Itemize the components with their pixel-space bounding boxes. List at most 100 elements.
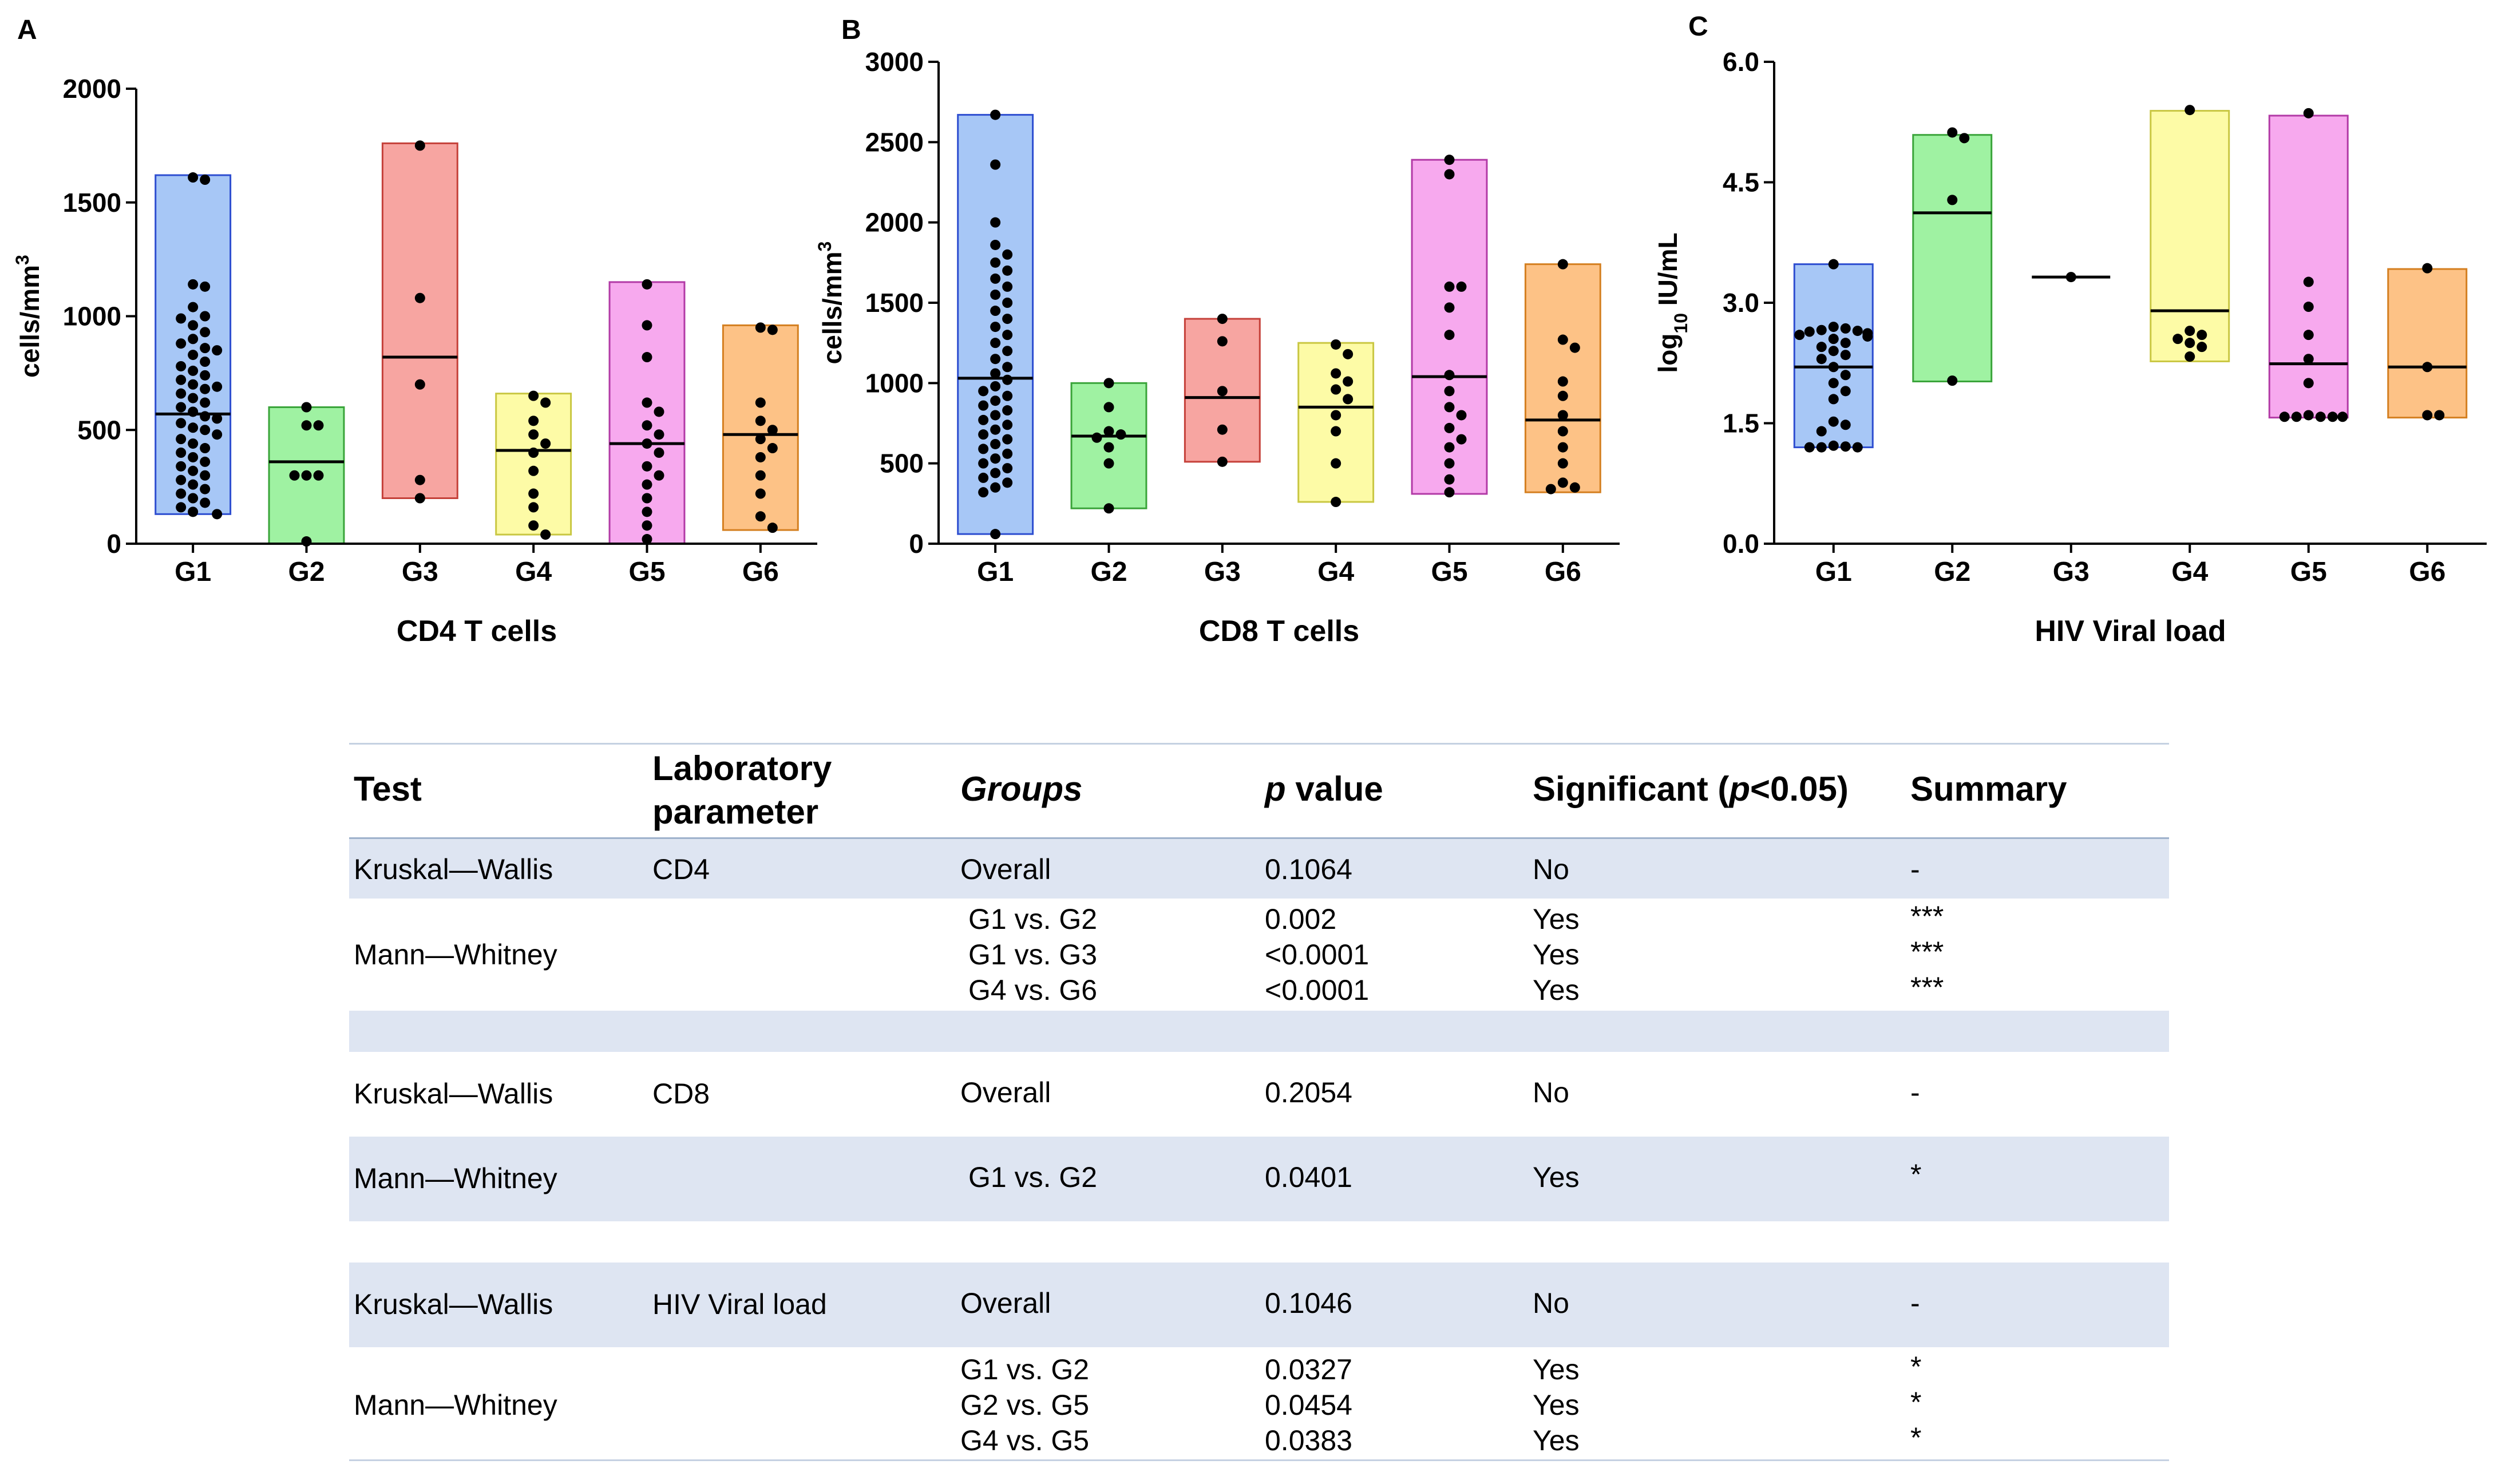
data-point (990, 289, 1001, 300)
data-point (990, 424, 1001, 435)
data-point (2279, 411, 2290, 422)
data-point (1840, 350, 1851, 361)
data-point (654, 429, 664, 440)
data-point (301, 470, 312, 481)
data-point (1002, 434, 1013, 445)
data-point (642, 397, 652, 408)
data-point (188, 334, 199, 345)
y-tick-label: 1.5 (1723, 409, 1759, 438)
data-point (188, 479, 199, 490)
row-p: 0.0401 (1265, 1161, 1352, 1193)
data-point (176, 361, 187, 371)
y-tick-label: 500 (880, 449, 924, 478)
data-point (767, 324, 778, 335)
data-point (767, 425, 778, 436)
row-p: <0.0001 (1265, 939, 1370, 971)
data-point (642, 420, 652, 431)
x-axis-title: CD8 T cells (1199, 615, 1359, 648)
data-point (176, 313, 187, 324)
range-bar-g3 (381, 142, 458, 499)
data-point (176, 434, 187, 445)
data-point (1217, 336, 1228, 347)
y-axis-title-sup: 3 (12, 255, 33, 265)
data-point (1557, 376, 1568, 387)
data-point (1804, 326, 1815, 337)
table-row: Mann—Whitney G1 vs. G2 0.0401 Yes * (349, 1137, 2169, 1221)
data-point (188, 379, 199, 390)
range-bar-g4 (2150, 110, 2230, 362)
y-tick-label: 1000 (63, 302, 121, 331)
data-point (990, 395, 1001, 406)
data-point (767, 523, 778, 533)
data-point (1840, 338, 1851, 349)
data-point (1103, 402, 1114, 413)
y-tick-label: 0 (106, 529, 121, 559)
data-point (1828, 334, 1839, 345)
header-summary: Summary (1910, 770, 2067, 808)
data-point (1828, 346, 1839, 357)
x-tick-label: G3 (402, 557, 438, 587)
data-point (2185, 105, 2195, 116)
data-point (654, 448, 664, 458)
data-point (200, 397, 211, 408)
data-point (990, 159, 1001, 170)
data-point (978, 458, 989, 469)
data-point (1444, 330, 1455, 341)
data-point (2185, 351, 2195, 362)
data-point (2337, 411, 2348, 422)
data-point (2303, 410, 2314, 421)
data-point (1217, 386, 1228, 397)
data-point (1569, 482, 1580, 493)
data-point (200, 456, 211, 467)
table-bottom-rule (349, 1459, 2169, 1461)
data-point (188, 365, 199, 376)
row-param: CD8 (652, 1078, 710, 1110)
data-point (1444, 155, 1455, 165)
data-point (1840, 441, 1851, 452)
data-point (1217, 456, 1228, 467)
data-point (1002, 249, 1013, 260)
data-point (642, 320, 652, 331)
row-test: Kruskal—Wallis (354, 1078, 553, 1110)
data-point (200, 383, 211, 394)
data-point (1444, 474, 1455, 485)
data-point (188, 465, 199, 476)
row-p: 0.2054 (1265, 1077, 1352, 1109)
y-axis-title-base: log (1653, 334, 1683, 373)
data-point (1002, 298, 1013, 308)
x-tick-label: G5 (628, 557, 665, 587)
data-point (212, 381, 223, 392)
row-sig: Yes (1533, 903, 1580, 935)
x-tick-label: G4 (515, 557, 552, 587)
data-point (978, 472, 989, 483)
data-point (1103, 503, 1114, 514)
data-point (1557, 259, 1568, 270)
row-summary: *** (1910, 971, 1944, 1003)
data-point (1947, 375, 1958, 386)
data-point (188, 172, 199, 183)
x-tick-label: G2 (288, 557, 324, 587)
data-point (212, 509, 223, 520)
data-point (755, 322, 766, 333)
data-point (755, 488, 766, 499)
y-axis-title: log10 IU/mL (1653, 232, 1691, 373)
data-point (978, 414, 989, 425)
y-tick-label: 4.5 (1723, 168, 1759, 197)
data-point (2197, 342, 2207, 353)
data-point (990, 306, 1001, 316)
range-bar-g5 (2268, 114, 2349, 419)
header-param-line2: parameter (652, 793, 819, 831)
row-summary: * (1910, 1386, 1922, 1418)
data-point (528, 448, 539, 458)
row-p: 0.1046 (1265, 1287, 1352, 1319)
data-point (1002, 463, 1013, 474)
data-point (990, 273, 1001, 284)
y-tick-label: 6.0 (1723, 47, 1759, 77)
x-tick-label: G4 (2171, 557, 2208, 587)
data-point (2303, 302, 2314, 312)
data-point (188, 279, 199, 290)
row-p: <0.0001 (1265, 974, 1370, 1006)
x-tick-label: G1 (977, 557, 1014, 587)
row-sig: No (1533, 1287, 1569, 1319)
header-significant: Significant (p<0.05) (1533, 770, 1849, 808)
